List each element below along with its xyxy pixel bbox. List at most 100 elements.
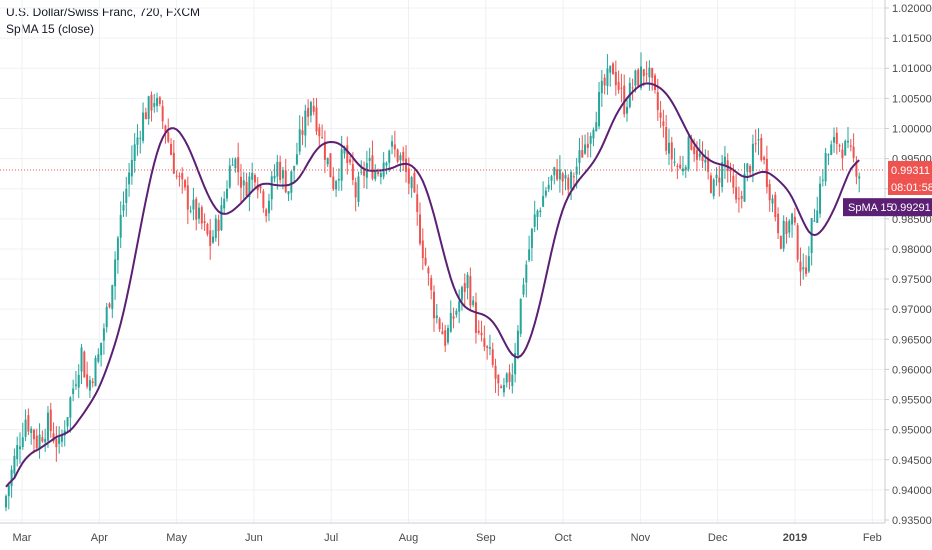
candle-body [41, 437, 44, 442]
candle-body [707, 157, 710, 172]
candle-body [463, 283, 466, 292]
candle-body [147, 96, 150, 120]
candle-body [514, 353, 517, 375]
candle-body [827, 154, 830, 156]
candle-body [388, 150, 391, 163]
time-tick-label: Mar [13, 532, 32, 544]
candle-body [86, 374, 89, 387]
candle-body [74, 384, 77, 386]
candle-body [567, 177, 570, 190]
candle-body [181, 173, 184, 180]
price-axis[interactable]: 0.93500 0.94000 0.94500 0.95000 0.95500 0.960… [885, 3, 932, 527]
candle-body [637, 69, 640, 86]
candle-body [729, 169, 732, 172]
candle-body [44, 439, 47, 443]
candle-body [634, 70, 637, 86]
candle-body [326, 157, 329, 165]
candle-body [544, 190, 547, 196]
candle-body [391, 141, 394, 147]
time-tick-label: Jul [324, 532, 338, 544]
candle-body [217, 219, 220, 232]
candle-body [379, 173, 382, 178]
candle-body [281, 169, 284, 179]
candle-body [774, 194, 777, 218]
candle-body [617, 81, 620, 90]
candle-body [223, 198, 226, 209]
candle-body [242, 180, 245, 186]
candle-body [667, 142, 670, 154]
price-tick-label: 0.93500 [892, 515, 932, 527]
candle-body [220, 205, 223, 231]
candle-body [751, 143, 754, 172]
candle-body [407, 168, 410, 184]
candle-body [491, 349, 494, 365]
candle-body [139, 137, 142, 139]
last-price-badge [888, 160, 932, 179]
candle-body [673, 161, 676, 163]
candle-body [791, 213, 794, 225]
candle-body [312, 105, 315, 112]
candle-body [349, 159, 352, 163]
candle-body [253, 175, 256, 183]
candle-body [309, 102, 312, 116]
candle-body [494, 365, 497, 379]
candle-body [505, 373, 508, 383]
candle-body [424, 257, 427, 265]
candle-body [452, 316, 455, 319]
candle-body [142, 112, 145, 141]
candle-body [189, 210, 192, 212]
candle-body [172, 152, 175, 174]
candle-body [335, 181, 338, 190]
candle-body [377, 172, 380, 175]
candle-body [768, 184, 771, 201]
candle-body [175, 175, 178, 177]
candle-body [105, 306, 108, 328]
candle-body [516, 330, 519, 356]
candle-body [488, 347, 491, 349]
price-tick-label: 0.95000 [892, 425, 932, 437]
candle-body [329, 153, 332, 178]
candle-body [170, 144, 173, 155]
candle-body [262, 191, 265, 208]
time-axis[interactable]: Mar Apr May Jun Jul Aug Sep Oct Nov Dec 2019 Feb [13, 532, 882, 544]
candle-body [606, 68, 609, 87]
candle-body [128, 172, 131, 185]
candle-body [528, 249, 531, 261]
candle-body [405, 158, 408, 172]
candle-body [184, 180, 187, 188]
spma-badge [843, 198, 932, 217]
candle-body [455, 310, 458, 315]
price-tick-label: 1.00500 [892, 93, 932, 105]
candle-body [771, 198, 774, 204]
candle-body [323, 141, 326, 160]
candle-body [763, 157, 766, 160]
candle-body [438, 318, 441, 330]
candle-body [237, 157, 240, 173]
price-tick-label: 0.94000 [892, 485, 932, 497]
candle-body [662, 121, 665, 126]
candle-body [10, 469, 13, 487]
candle-body [284, 170, 287, 193]
time-tick-label: May [166, 532, 187, 544]
candle-body [416, 194, 419, 212]
candle-body [721, 162, 724, 188]
candle-body [718, 177, 721, 183]
candle-body [679, 164, 682, 169]
candle-body [332, 176, 335, 190]
candle-body [760, 137, 763, 161]
candle-body [421, 240, 424, 259]
candle-body [620, 87, 623, 89]
candle-body [648, 67, 651, 78]
candle-body [749, 166, 752, 173]
candle-body [209, 230, 212, 246]
price-tick-label: 1.01000 [892, 63, 932, 75]
candle-body [419, 214, 422, 244]
candle-body [810, 218, 813, 253]
candle-body [267, 200, 270, 214]
candle-body [273, 175, 276, 179]
candle-body [754, 143, 757, 145]
candle-body [248, 176, 251, 197]
candle-body [712, 179, 715, 197]
candle-body [94, 357, 97, 387]
